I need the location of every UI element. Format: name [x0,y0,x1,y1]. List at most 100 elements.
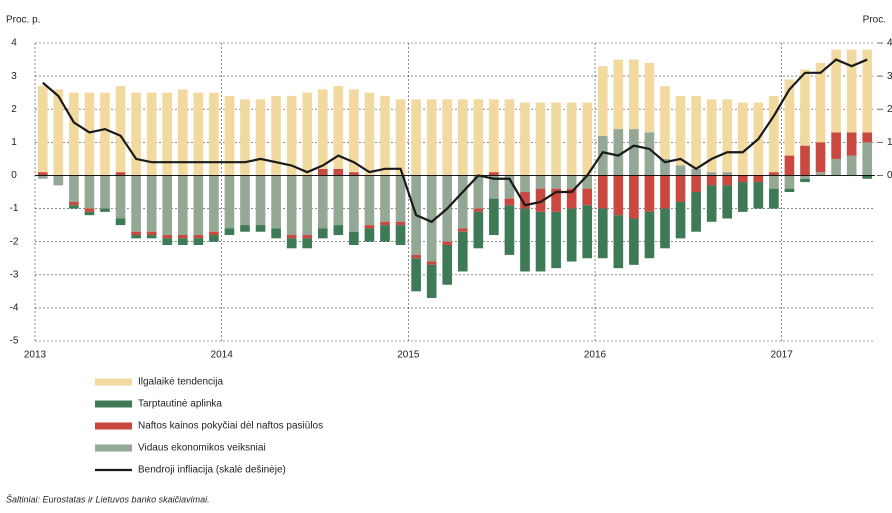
bar [411,99,421,176]
bar [442,99,453,176]
bar [193,92,204,176]
bar [240,99,250,176]
bar [131,231,141,236]
bar [411,254,421,259]
bar [660,208,670,249]
bar [380,175,390,222]
legend-swatch [95,400,132,408]
y-tick-label: -2 [10,236,19,247]
bar [209,231,219,236]
bar [395,99,406,176]
bar [504,175,515,199]
y-tick-label: -3 [10,269,19,280]
y2-tick-label: 3 [887,71,892,82]
bar [333,168,344,176]
bar [629,218,639,265]
bar [660,175,670,209]
bar [613,129,624,176]
bar [271,175,281,229]
bar [737,102,748,176]
bar [364,92,375,176]
bar [115,175,126,219]
bar [566,188,577,209]
bar [209,92,219,176]
bar [84,175,95,209]
bar [675,95,686,166]
bar [255,225,266,232]
bar [769,188,779,209]
bar [115,86,126,173]
bar [473,175,484,209]
bar [489,175,499,199]
bar [784,155,795,176]
bar [706,99,717,173]
bar [597,66,608,136]
bar [644,132,655,176]
bar [815,172,826,176]
x-tick-label: 2015 [397,350,420,361]
bar [566,102,577,176]
y2-tick-label: 1 [887,137,892,148]
bar [162,238,173,245]
bar [131,175,141,232]
bar [411,258,421,292]
bar [831,132,841,159]
bar [520,102,530,176]
bar [426,261,437,265]
bar [644,62,655,133]
bar [675,175,686,202]
bar [115,172,126,176]
bar [862,132,873,143]
y-axis-label: Proc. p. [6,15,40,26]
bar [442,241,453,245]
bar [862,175,873,179]
bar [566,208,577,262]
bar [551,102,561,176]
bar [535,211,546,272]
bar [224,175,235,229]
bar [800,69,810,146]
bar [302,92,313,176]
bar [395,175,406,222]
bar [333,175,344,226]
bar [380,221,390,226]
source-note: Šaltiniai: Eurostatas ir Lietuvos banko … [6,494,210,504]
bar [800,175,810,179]
bar [613,215,624,269]
bar [473,99,484,176]
bar [380,225,390,242]
bar [457,228,468,232]
bar [146,231,157,236]
bar [629,175,639,219]
bar [224,228,235,236]
bar [255,175,266,226]
x-tick-label: 2014 [211,350,234,361]
bar [489,172,499,176]
bar [457,175,468,229]
x-tick-label: 2017 [771,350,794,361]
bar [691,175,701,192]
bar [286,95,297,176]
bar [535,175,546,189]
bar [193,238,204,245]
bar [629,59,639,130]
line [42,58,868,224]
bar [69,205,79,209]
y-tick-label: 3 [11,71,17,82]
bar [162,175,173,236]
bar [84,211,95,216]
bar [551,188,561,212]
bar [302,235,313,239]
bar [395,225,406,245]
bar [131,235,141,239]
bar [349,175,359,232]
bar [520,175,530,192]
bar [722,99,733,173]
bar [69,201,79,206]
bar [333,86,344,169]
bar [566,175,577,189]
legend-swatch [95,422,132,430]
bar [769,175,779,189]
bar [582,188,593,206]
